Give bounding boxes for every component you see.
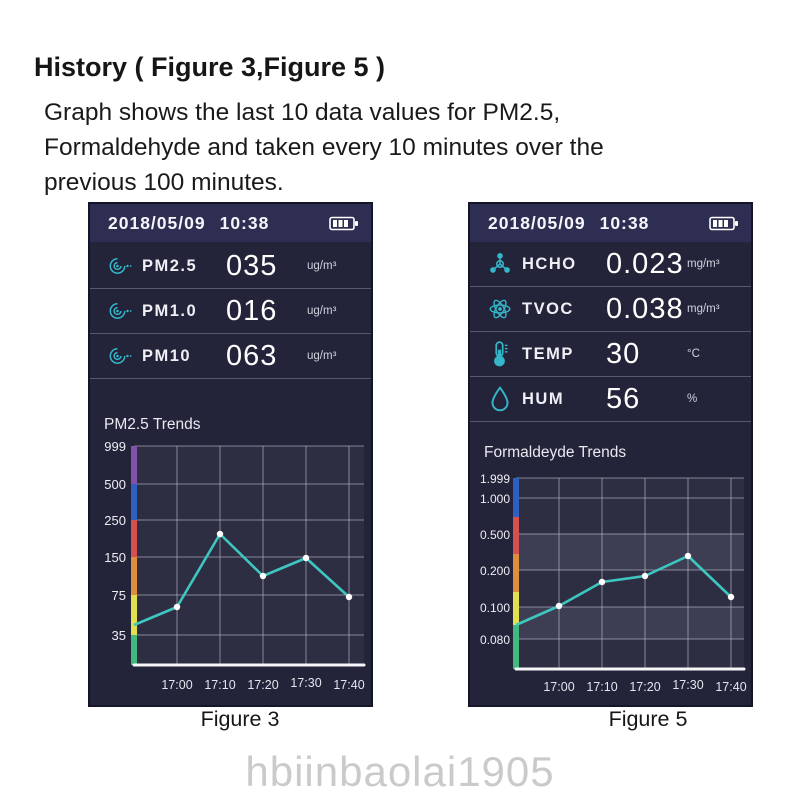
y-tick: 150 [104,550,126,565]
y-tick: 999 [104,439,126,454]
status-bar: 2018/05/09 10:38 [90,204,371,242]
sensor-value: 016 [226,294,278,327]
x-tick: 17:20 [247,678,278,692]
chart-title: PM2.5 Trends [104,416,201,433]
description-line: Graph shows the last 10 data values for … [44,99,561,126]
molecule-icon [486,251,514,277]
x-tick: 17:00 [543,680,574,694]
sensor-label: HCHO [522,254,577,273]
sensor-unit: ug/m³ [307,260,337,272]
formaldehyde-trend-chart: Formaldeyde Trends [480,444,747,694]
y-tick: 0.500 [480,528,510,542]
sensor-value: 0.023 [606,247,684,280]
time-label: 10:38 [219,212,270,233]
trend-line [515,554,732,627]
sensor-unit: mg/m³ [687,258,720,270]
trend-line [133,532,350,627]
sensor-row-hcho: HCHO 0.023 mg/m³ [470,242,751,287]
sensor-readouts: PM2.5 035 ug/m³ PM1.0 016 ug/m³ [90,244,371,379]
hcho-severity-bar [513,478,519,669]
sensor-value: 035 [226,249,278,282]
x-tick: 17:10 [204,678,235,692]
y-tick: 0.100 [480,601,510,615]
time-label: 10:38 [599,212,650,233]
sensor-label: PM2.5 [142,256,198,275]
description-line: previous 100 minutes. [44,169,284,196]
atom-icon [486,296,514,322]
x-tick: 17:40 [333,678,364,692]
aqi-severity-bar [131,446,137,665]
sensor-row-hum: HUM 56 % [470,377,751,422]
watermark-text: hbiinbaolai1905 [245,748,555,795]
x-tick: 17:40 [715,680,746,694]
y-tick: 1.000 [480,492,510,506]
sensor-value: 30 [606,337,641,370]
sensor-unit: ug/m³ [307,305,337,317]
chart-title: Formaldeyde Trends [484,444,626,461]
y-tick: 500 [104,477,126,492]
y-tick: 75 [112,588,126,603]
figure-caption: Figure 3 [200,707,280,731]
particle-swirl-icon [106,299,134,323]
date-label: 2018/05/09 [488,212,586,233]
particle-swirl-icon [106,344,134,368]
sensor-value: 56 [606,382,641,415]
sensor-value: 0.038 [606,292,684,325]
sensor-label: PM10 [142,346,192,365]
sensor-label: HUM [522,389,565,408]
battery-icon [329,216,359,231]
particle-swirl-icon [106,254,134,278]
droplet-icon [486,385,514,413]
sensor-unit: mg/m³ [687,303,720,315]
figure-caption: Figure 5 [608,707,688,731]
y-tick: 0.200 [480,564,510,578]
description-line: Formaldehyde and taken every 10 minutes … [44,134,604,161]
x-tick: 17:30 [290,676,321,690]
sensor-unit: % [687,393,698,405]
sensor-unit: ug/m³ [307,350,337,362]
x-tick: 17:00 [161,678,192,692]
sensor-label: PM1.0 [142,301,198,320]
y-tick: 1.999 [480,472,510,486]
sensor-label: TEMP [522,344,574,363]
thermometer-icon [486,340,514,368]
x-tick: 17:30 [672,678,703,692]
sensor-readouts: HCHO 0.023 mg/m³ TVOC 0.038 mg/m³ [470,242,751,422]
status-bar: 2018/05/09 10:38 [470,204,751,242]
y-tick: 35 [112,628,126,643]
pm25-trend-chart: PM2.5 Trends 9 [104,416,366,692]
y-tick: 250 [104,513,126,528]
sensor-row-pm10: PM10 063 ug/m³ [90,334,371,379]
page-description: Graph shows the last 10 data values for … [44,95,604,200]
y-tick: 0.080 [480,633,510,647]
sensor-row-temp: TEMP 30 °C [470,332,751,377]
sensor-value: 063 [226,339,278,372]
date-label: 2018/05/09 [108,212,206,233]
sensor-row-tvoc: TVOC 0.038 mg/m³ [470,287,751,332]
battery-icon [709,216,739,231]
page-title: History ( Figure 3,Figure 5 ) [34,52,386,82]
sensor-row-pm10-0: PM1.0 016 ug/m³ [90,289,371,334]
x-tick: 17:10 [586,680,617,694]
sensor-label: TVOC [522,299,574,318]
sensor-row-pm25: PM2.5 035 ug/m³ [90,244,371,289]
x-tick: 17:20 [629,680,660,694]
device-screen-pm: 2018/05/09 10:38 [88,202,373,707]
sensor-unit: °C [687,348,700,360]
device-screen-gas: 2018/05/09 10:38 [468,202,753,707]
